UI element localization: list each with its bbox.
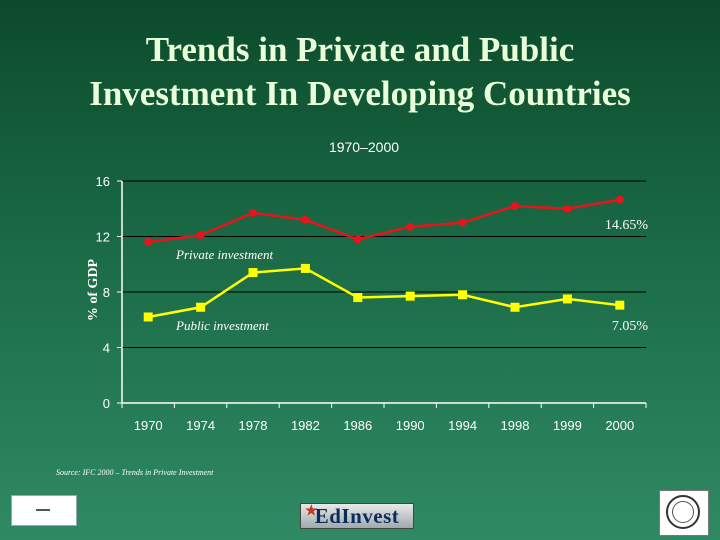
public-investment-line [147, 267, 620, 319]
private-investment-point [511, 201, 519, 210]
x-tick-label: 1999 [553, 418, 582, 433]
public-investment-point [510, 302, 520, 312]
x-tick-label: 1982 [291, 418, 320, 433]
x-tick-label: 1994 [448, 418, 477, 433]
source-note: Source: IFC 2000 – Trends in Private Inv… [56, 468, 214, 477]
edinvest-logo: ★ EdInvest [300, 503, 414, 529]
public-investment-end-value: 7.05% [612, 319, 649, 334]
grid-lines [122, 180, 646, 348]
private-investment-point [615, 195, 624, 204]
x-tick-label: 1978 [239, 418, 268, 433]
private-investment-point [249, 208, 257, 217]
x-tick-label: 1970 [134, 418, 163, 433]
slide-title: Trends in Private and Public Investment … [0, 28, 720, 116]
star-icon: ★ [305, 504, 319, 519]
edinvest-logo-text: EdInvest [314, 504, 400, 528]
y-tick-label: 4 [103, 341, 110, 356]
private-investment-point [406, 222, 415, 231]
y-tick-label: 12 [96, 230, 110, 245]
private-investment-point [353, 235, 362, 244]
private-investment-line [148, 198, 621, 244]
y-tick-label: 8 [103, 285, 110, 300]
x-tick-label: 1998 [501, 418, 530, 433]
private-investment-point [196, 231, 205, 240]
axes: 0 4 8 12 16 1970 1974 1978 1982 1986 1990 1994 1998 1… [96, 174, 647, 433]
public-investment-point [143, 312, 153, 322]
world-bank-seal [659, 490, 709, 536]
private-investment-point [301, 215, 310, 224]
x-tick-label: 1974 [186, 418, 215, 433]
chart-title: 1970–2000 [329, 139, 399, 155]
public-investment-label: Public investment [175, 318, 269, 333]
private-investment-point [458, 218, 467, 227]
public-investment-point [300, 263, 310, 273]
series-labels: Private investment 14.65% Public investmen… [175, 218, 648, 334]
x-tick-label: 1986 [343, 418, 372, 433]
y-tick-label: 0 [103, 396, 110, 411]
public-investment-point [353, 293, 363, 303]
private-investment-label: Private investment [175, 247, 273, 262]
private-investment-point [563, 204, 572, 213]
public-investment-point [615, 300, 625, 310]
public-investment-point [458, 290, 468, 300]
public-investment-point [248, 268, 258, 278]
x-tick-label: 2000 [605, 418, 634, 433]
private-investment-point [144, 238, 153, 247]
private-investment-end-value: 14.65% [605, 218, 649, 233]
x-tick-label: 1990 [396, 418, 425, 433]
slide-title-line-1: Trends in Private and Public [145, 30, 575, 69]
public-investment-point [196, 302, 206, 312]
slide-title-line-2: Investment In Developing Countries [89, 74, 631, 113]
series-layer [143, 195, 625, 322]
y-tick-label: 16 [96, 174, 110, 189]
public-investment-point [405, 291, 415, 301]
y-axis-label: % of GDP [86, 258, 101, 321]
investment-line-chart: 1970–2000 % of GDP 0 4 8 12 16 1970 1974 1978 19… [86, 139, 648, 433]
public-investment-point [562, 294, 572, 304]
organization-logo [11, 495, 77, 526]
